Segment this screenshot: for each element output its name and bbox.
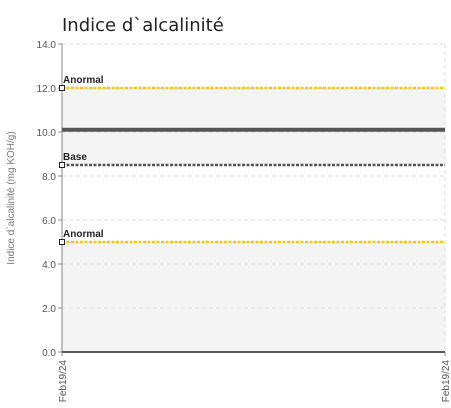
- x-tick-label: Feb19/24: [441, 360, 451, 403]
- y-axis-label: Indice d`alcalinité (mg KOH/g): [5, 131, 17, 264]
- reference-label: Anormal: [63, 75, 104, 86]
- reference-label: Base: [63, 152, 87, 163]
- shaded-band: [62, 242, 445, 352]
- y-tick-label: 4.0: [42, 260, 56, 271]
- x-tick-labels: Feb19/24 Feb19/24: [58, 352, 451, 402]
- axes: [61, 44, 445, 353]
- reference-marker: [59, 239, 65, 245]
- y-tick-label: 14.0: [37, 40, 57, 51]
- reference-marker: [59, 162, 65, 168]
- x-tick-label: Feb19/24: [58, 360, 69, 403]
- y-tick-labels: 0.0 2.0 4.0 6.0 8.0 10.0 12.0 14.0: [37, 40, 57, 359]
- y-tick-label: 6.0: [42, 216, 56, 227]
- background-bands: [62, 88, 445, 352]
- chart-title: Indice d`alcalinité: [62, 15, 224, 36]
- y-tick-label: 8.0: [42, 172, 56, 183]
- reference-lines: Anormal Base Anormal: [59, 75, 445, 245]
- shaded-band: [62, 88, 445, 165]
- y-tick-label: 12.0: [37, 84, 57, 95]
- y-tick-label: 2.0: [42, 304, 56, 315]
- reference-label: Anormal: [63, 229, 104, 240]
- y-tick-label: 0.0: [42, 348, 56, 359]
- reference-marker: [59, 85, 65, 91]
- y-tick-label: 10.0: [37, 128, 57, 139]
